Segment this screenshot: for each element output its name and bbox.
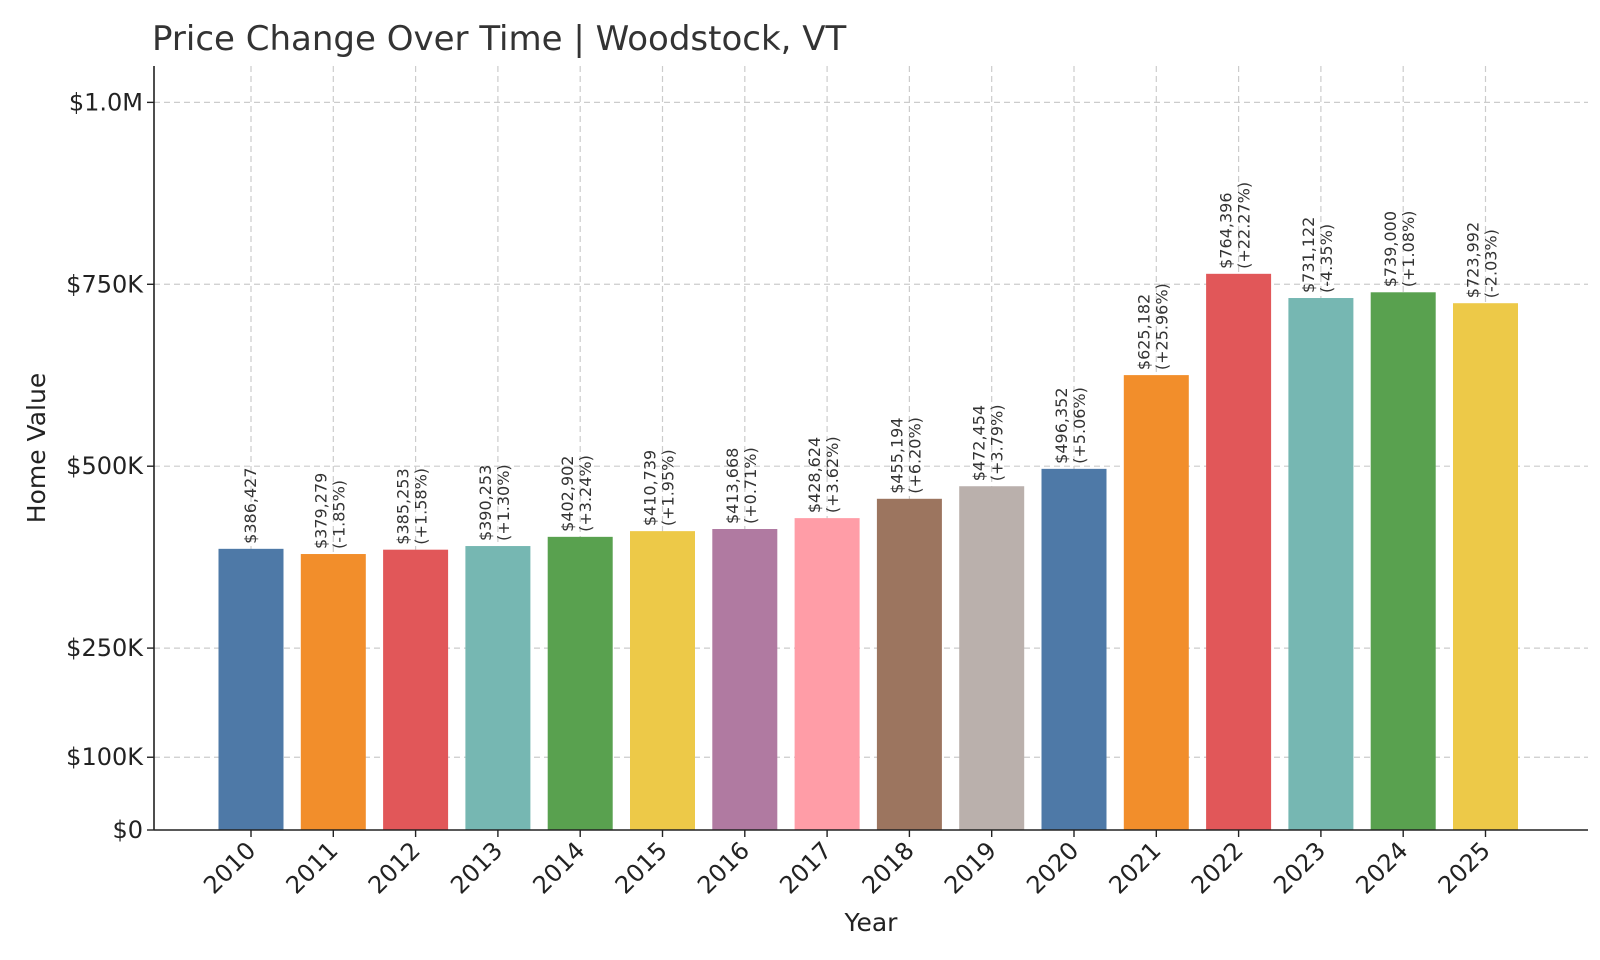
x-tick-label: 2013 <box>445 836 508 899</box>
x-tick-label: 2012 <box>363 836 426 899</box>
bar-2020 <box>1041 468 1107 830</box>
x-tick-label: 2020 <box>1021 836 1084 899</box>
bar-change-label: (+3.79%) <box>988 405 1007 482</box>
bar-value-label: $386,427 <box>241 467 260 543</box>
bar-2017 <box>794 518 860 830</box>
y-tick-label: $500K <box>66 452 144 480</box>
bar-labels: $386,427 $379,279 (-1.85%) $385,253 (+1.58%)… <box>241 182 1501 549</box>
bar-2022 <box>1206 273 1272 830</box>
bar-change-label: (+6.20%) <box>905 417 924 494</box>
bar-change-label: (+22.27%) <box>1235 182 1254 269</box>
x-tick-label: 2018 <box>857 836 920 899</box>
bar-value-label: $379,279 <box>311 473 330 549</box>
bar-value-label: $731,122 <box>1299 217 1318 293</box>
bar-change-label: (+3.62%) <box>823 436 842 513</box>
bar-2016 <box>712 529 778 830</box>
chart-title: Price Change Over Time | Woodstock, VT <box>152 19 847 59</box>
bar-value-label: $402,902 <box>558 455 577 531</box>
x-tick-label: 2021 <box>1104 836 1167 899</box>
bar-change-label: (+3.24%) <box>576 455 595 532</box>
x-tick-label: 2025 <box>1433 836 1496 899</box>
bar-value-label: $413,668 <box>723 448 742 524</box>
x-tick-label: 2015 <box>610 836 673 899</box>
bar-value-label: $385,253 <box>394 468 413 544</box>
bar-2015 <box>630 531 695 830</box>
bar-value-label: $723,992 <box>1464 222 1483 298</box>
bar-value-label: $764,396 <box>1217 192 1236 268</box>
y-tick-label: $750K <box>66 270 144 298</box>
y-tick-label: $0 <box>112 816 143 844</box>
bar-2023 <box>1288 298 1354 830</box>
bar-change-label: (+25.96%) <box>1152 283 1171 370</box>
bar-2019 <box>959 486 1025 830</box>
bar-value-label: $496,352 <box>1052 388 1071 464</box>
x-tick-label: 2017 <box>774 836 837 899</box>
bar-change-label: (-1.85%) <box>329 480 348 549</box>
bar-value-label: $472,454 <box>970 405 989 481</box>
bar-2018 <box>876 498 942 830</box>
bar-value-label: $739,000 <box>1381 211 1400 287</box>
x-tick-label: 2022 <box>1186 836 1249 899</box>
x-tick-label: 2019 <box>939 836 1002 899</box>
bar-2014 <box>547 536 613 830</box>
bars <box>218 273 1518 831</box>
x-axis-title: Year <box>844 908 899 937</box>
bar-change-label: (+1.95%) <box>659 449 678 526</box>
bar-value-label: $455,194 <box>887 417 906 493</box>
bar-2013 <box>465 546 531 830</box>
bar-2012 <box>383 549 449 830</box>
bar-change-label: (+1.30%) <box>494 464 513 541</box>
bar-2010 <box>218 548 284 830</box>
bar-value-label: $390,253 <box>476 465 495 541</box>
bar-2011 <box>300 554 366 830</box>
y-tick-label: $1.0M <box>69 88 143 116</box>
bar-change-label: (+5.06%) <box>1070 387 1089 464</box>
bar-change-label: (-4.35%) <box>1317 224 1336 293</box>
bar-value-label: $410,739 <box>641 450 660 526</box>
bar-change-label: (+1.58%) <box>412 468 431 545</box>
bar-value-label: $428,624 <box>805 437 824 513</box>
bar-change-label: (+1.08%) <box>1399 211 1418 288</box>
x-tick-label: 2011 <box>281 836 344 899</box>
y-tick-label: $100K <box>66 743 144 771</box>
bar-change-label: (+0.71%) <box>741 447 760 524</box>
x-tick-label: 2010 <box>198 836 261 899</box>
y-tick-label: $250K <box>66 634 144 662</box>
bar-change-label: (-2.03%) <box>1482 229 1501 298</box>
x-tick-label: 2014 <box>527 836 590 899</box>
bar-value-label: $625,182 <box>1134 294 1153 370</box>
bar-2021 <box>1123 375 1189 830</box>
bar-2024 <box>1370 292 1436 830</box>
y-axis-title: Home Value <box>22 373 51 523</box>
x-tick-label: 2024 <box>1350 836 1413 899</box>
x-tick-label: 2023 <box>1268 836 1331 899</box>
bar-2025 <box>1453 303 1518 831</box>
x-tick-label: 2016 <box>692 836 755 899</box>
